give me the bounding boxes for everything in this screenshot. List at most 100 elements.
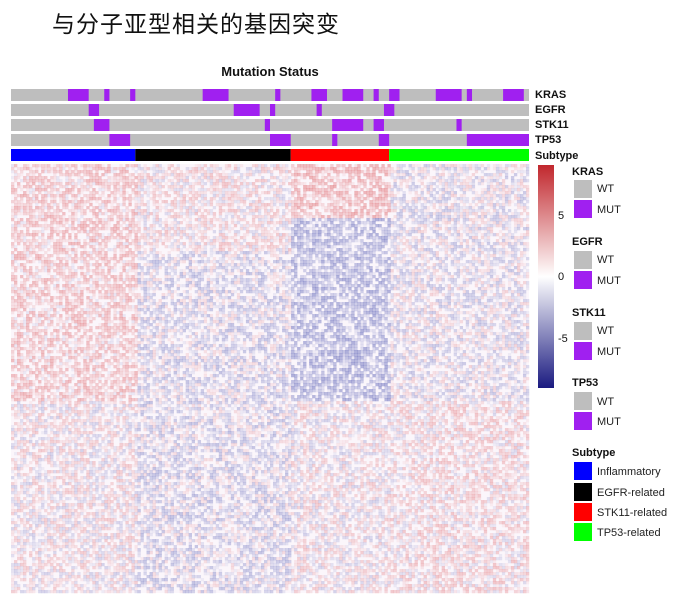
heatmap-cell [294, 266, 298, 270]
heatmap-cell [71, 194, 75, 198]
heatmap-cell [321, 266, 325, 270]
heatmap-cell [279, 170, 283, 174]
heatmap-cell [50, 206, 54, 210]
heatmap-cell [224, 263, 229, 267]
heatmap-cell [26, 212, 30, 216]
heatmap-cell [23, 224, 27, 228]
heatmap-cell [227, 206, 232, 210]
heatmap-cell [47, 233, 51, 237]
heatmap-cell [47, 239, 51, 243]
heatmap-cell [248, 170, 253, 174]
heatmap-cell [441, 197, 445, 201]
heatmap-cell [41, 248, 45, 252]
heatmap-cell [279, 200, 283, 204]
heatmap-cell [450, 191, 455, 195]
heatmap-cell [152, 230, 156, 234]
heatmap-cell [333, 215, 337, 219]
heatmap-cell [459, 248, 464, 252]
heatmap-cell [342, 182, 346, 186]
heatmap-cell [504, 188, 509, 192]
heatmap-cell [128, 194, 132, 198]
heatmap-cell [417, 179, 421, 183]
heatmap-cell [270, 251, 274, 255]
heatmap-cell [68, 278, 72, 282]
heatmap-cell [35, 176, 39, 180]
heatmap-cell [20, 194, 24, 198]
heatmap-cell [17, 221, 21, 225]
heatmap-cell [77, 242, 81, 246]
heatmap-cell [179, 221, 183, 225]
heatmap-cell [477, 227, 482, 231]
heatmap-cell [236, 269, 241, 273]
heatmap-cell [62, 275, 66, 279]
heatmap-cell [390, 209, 394, 213]
heatmap-cell [44, 176, 48, 180]
track-kras-mut-cell [104, 89, 110, 101]
heatmap-cell [441, 200, 445, 204]
heatmap-cell [426, 269, 430, 273]
heatmap-cell [438, 260, 442, 264]
heatmap-cell [459, 245, 464, 249]
heatmap-cell [188, 197, 192, 201]
heatmap-cell [41, 209, 45, 213]
heatmap-cell [17, 224, 21, 228]
heatmap-cell [375, 218, 379, 222]
heatmap-cell [444, 212, 448, 216]
heatmap-cell [14, 215, 18, 219]
heatmap-cell [504, 224, 509, 228]
heatmap-cell [197, 206, 202, 210]
heatmap-cell [525, 200, 530, 204]
heatmap-cell [155, 212, 159, 216]
heatmap-cell [83, 164, 87, 168]
heatmap-cell [399, 260, 403, 264]
heatmap-cell [215, 164, 220, 168]
heatmap-cell [257, 239, 262, 243]
heatmap-cell [200, 245, 205, 249]
heatmap-cell [182, 176, 186, 180]
heatmap-cell [363, 272, 367, 276]
heatmap-cell [525, 263, 530, 267]
heatmap-cell [128, 164, 132, 168]
heatmap-cell [411, 272, 415, 276]
heatmap-cell [507, 224, 512, 228]
heatmap-cell [276, 230, 280, 234]
heatmap-cell [59, 251, 63, 255]
heatmap-cell [486, 251, 491, 255]
heatmap-cell [333, 182, 337, 186]
heatmap-cell [182, 242, 186, 246]
heatmap-cell [483, 167, 488, 171]
heatmap-cell [248, 212, 253, 216]
heatmap-cell [360, 266, 364, 270]
heatmap-cell [152, 191, 156, 195]
heatmap-cell [239, 257, 244, 261]
heatmap-cell [98, 251, 102, 255]
heatmap-cell [92, 257, 96, 261]
heatmap-cell [459, 212, 464, 216]
heatmap-cell [273, 269, 277, 273]
heatmap-cell [297, 230, 301, 234]
heatmap-cell [101, 278, 105, 282]
heatmap-cell [348, 170, 352, 174]
heatmap-cell [44, 221, 48, 225]
heatmap-cell [309, 233, 313, 237]
heatmap-cell [95, 233, 99, 237]
heatmap-cell [489, 275, 494, 279]
heatmap-cell [104, 260, 108, 264]
heatmap-cell [420, 236, 424, 240]
heatmap-cell [270, 233, 274, 237]
heatmap-cell [363, 227, 367, 231]
heatmap-cell [233, 212, 238, 216]
heatmap-cell [453, 254, 458, 258]
heatmap-cell [80, 230, 84, 234]
heatmap-cell [65, 266, 69, 270]
heatmap-cell [134, 170, 138, 174]
heatmap-cell [134, 215, 138, 219]
heatmap-cell [378, 260, 382, 264]
heatmap-cell [236, 245, 241, 249]
heatmap-cell [35, 221, 39, 225]
heatmap-cell [387, 275, 391, 279]
heatmap-cell [426, 215, 430, 219]
heatmap-cell [158, 251, 162, 255]
heatmap-cell [525, 245, 530, 249]
heatmap-cell [402, 164, 406, 168]
